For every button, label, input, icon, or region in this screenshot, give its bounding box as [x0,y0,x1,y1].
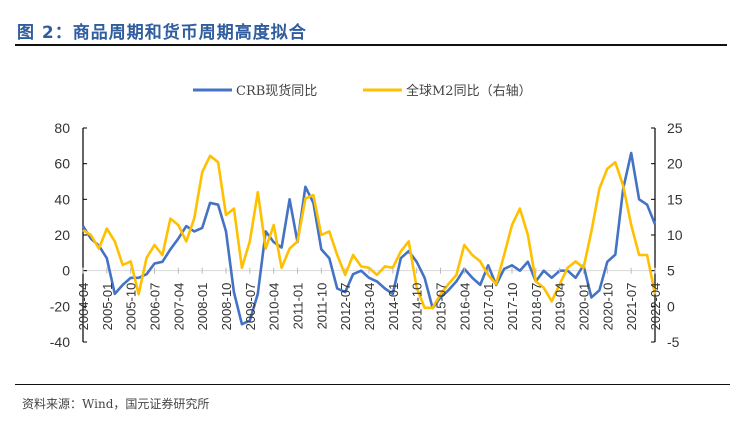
right-tick-label: 0 [667,298,675,314]
left-tick-label: 80 [54,120,70,136]
source-note: 资料来源：Wind，国元证券研究所 [22,397,210,411]
legend-label-m2: 全球M2同比（右轴） [406,83,532,99]
chart-legend: CRB现货同比 全球M2同比（右轴） [193,83,532,99]
x-tick-label: 2014-01 [386,283,401,331]
x-tick-label: 2017-10 [505,283,520,331]
legend-label-crb: CRB现货同比 [236,83,317,99]
left-tick-label: 40 [54,191,70,207]
x-tick-label: 2006-07 [148,283,163,331]
x-tick-label: 2005-01 [100,283,115,331]
left-tick-label: 20 [54,227,70,243]
x-tick-label: 2016-04 [457,283,472,331]
x-tick-label: 2009-07 [243,283,258,331]
x-tick-label: 2012-07 [338,283,353,331]
x-tick-label: 2015-07 [434,283,449,331]
x-tick-label: 2021-07 [624,283,639,331]
x-tick-label: 2011-01 [291,283,306,330]
figure-title: 图 2：商品周期和货币周期高度拟合 [17,23,307,43]
left-tick-label: 60 [54,156,70,172]
x-tick-label: 2008-01 [195,283,210,331]
left-tick-label: -20 [50,298,70,314]
x-tick-label: 2014-10 [410,283,425,331]
left-tick-label: -40 [50,334,70,350]
x-tick-label: 2005-10 [124,283,139,331]
x-tick-label: 2004-04 [76,283,91,331]
x-tick-label: 2011-10 [314,283,329,330]
x-tick-label: 2020-10 [600,283,615,331]
footer-divider [15,384,730,385]
right-tick-label: 10 [667,227,683,243]
left-tick-label: 0 [62,263,70,279]
right-tick-label: 5 [667,263,675,279]
title-divider [15,44,727,46]
x-tick-label: 2018-07 [529,283,544,331]
right-tick-label: 15 [667,191,683,207]
x-tick-label: 2020-01 [577,283,592,331]
right-tick-label: 20 [667,156,683,172]
right-tick-label: -5 [667,334,680,350]
x-tick-label: 2022-04 [648,283,663,331]
x-tick-label: 2017-01 [481,283,496,331]
right-tick-label: 25 [667,120,683,136]
x-tick-label: 2019-04 [553,283,568,331]
x-tick-label: 2010-04 [267,283,282,331]
x-tick-label: 2013-04 [362,283,377,331]
x-tick-label: 2008-10 [219,283,234,331]
x-tick-label: 2007-04 [171,283,186,331]
